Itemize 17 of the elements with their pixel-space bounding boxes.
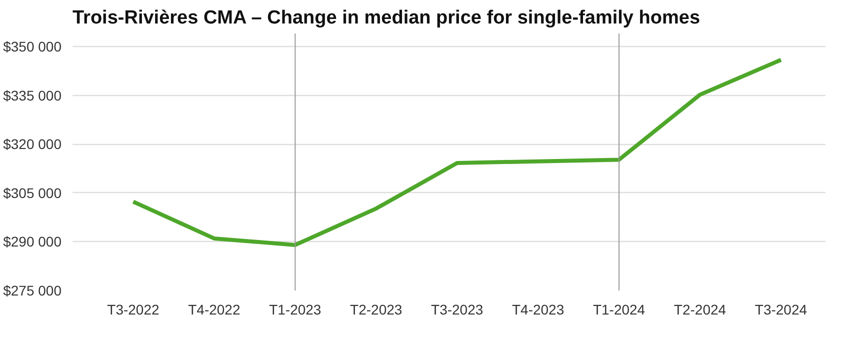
y-tick-label: $305 000 (3, 184, 62, 201)
y-tick-label: $290 000 (3, 234, 62, 250)
x-tick-label: T1-2024 (592, 302, 646, 318)
x-tick-label: T3-2023 (431, 302, 484, 318)
x-tick-label: T2-2023 (350, 302, 402, 318)
line-series (131, 58, 783, 247)
y-tick-label: $275 000 (3, 282, 62, 298)
chart-title: Trois-Rivières CMA – Change in median price for single-family homes (72, 8, 700, 28)
x-tick-label: T4-2022 (188, 302, 240, 318)
x-tick-label: T1-2023 (269, 302, 322, 318)
x-tick-label: T3-2022 (107, 302, 160, 318)
x-tick-label: T2-2024 (674, 302, 726, 318)
x-tick-label: T4-2023 (512, 302, 564, 318)
y-tick-label: $335 000 (3, 87, 62, 104)
x-tick-label: T3-2024 (754, 302, 808, 318)
y-tick-label: $320 000 (3, 136, 62, 152)
y-tick-label: $350 000 (3, 38, 62, 55)
